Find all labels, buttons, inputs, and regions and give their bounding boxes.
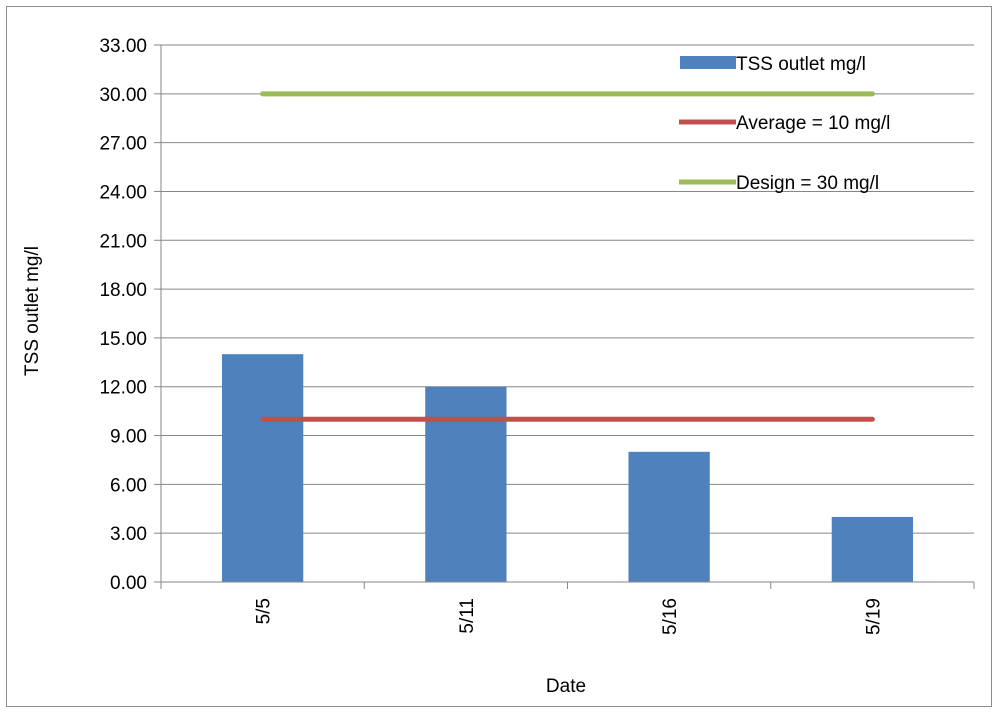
- x-tick-labels: 5/5 5/11 5/16 5/19: [254, 598, 885, 635]
- reference-lines: [260, 91, 875, 422]
- bar: [221, 354, 304, 582]
- legend-swatch-bar: [680, 56, 736, 69]
- y-tick-label: 24.00: [99, 182, 147, 203]
- x-tick-label: 5/11: [457, 598, 478, 634]
- y-tick-labels: 0.00 3.00 6.00 9.00 12.00 15.00 18.00 21.00 24.0…: [99, 36, 147, 594]
- y-tick-label: 33.00: [99, 36, 147, 57]
- legend-label-tss: TSS outlet mg/l: [736, 54, 866, 75]
- y-tick-label: 3.00: [110, 524, 147, 545]
- bar: [628, 451, 710, 582]
- legend: TSS outlet mg/l Average = 10 mg/l Design…: [679, 54, 890, 194]
- y-tick-label: 15.00: [99, 329, 147, 350]
- y-tick-label: 0.00: [110, 573, 147, 594]
- chart-frame: [6, 6, 992, 707]
- y-tick-label: 9.00: [110, 427, 147, 448]
- y-tick-label: 6.00: [110, 475, 147, 496]
- legend-label-average: Average = 10 mg/l: [736, 113, 890, 134]
- bars: [221, 354, 914, 582]
- bar: [831, 516, 914, 582]
- y-tick-label: 21.00: [99, 231, 147, 252]
- x-axis-title: Date: [546, 676, 586, 697]
- x-tick-label: 5/5: [254, 598, 275, 624]
- bar: [425, 386, 507, 582]
- y-tick-label: 18.00: [99, 280, 147, 301]
- y-tick-label: 27.00: [99, 134, 147, 155]
- x-tick-label: 5/19: [863, 598, 884, 635]
- x-tick-label: 5/16: [660, 598, 681, 635]
- y-tick-label: 12.00: [99, 378, 147, 399]
- legend-label-design: Design = 30 mg/l: [736, 173, 879, 194]
- y-axis-title: TSS outlet mg/l: [22, 246, 43, 376]
- y-tick-label: 30.00: [99, 85, 147, 106]
